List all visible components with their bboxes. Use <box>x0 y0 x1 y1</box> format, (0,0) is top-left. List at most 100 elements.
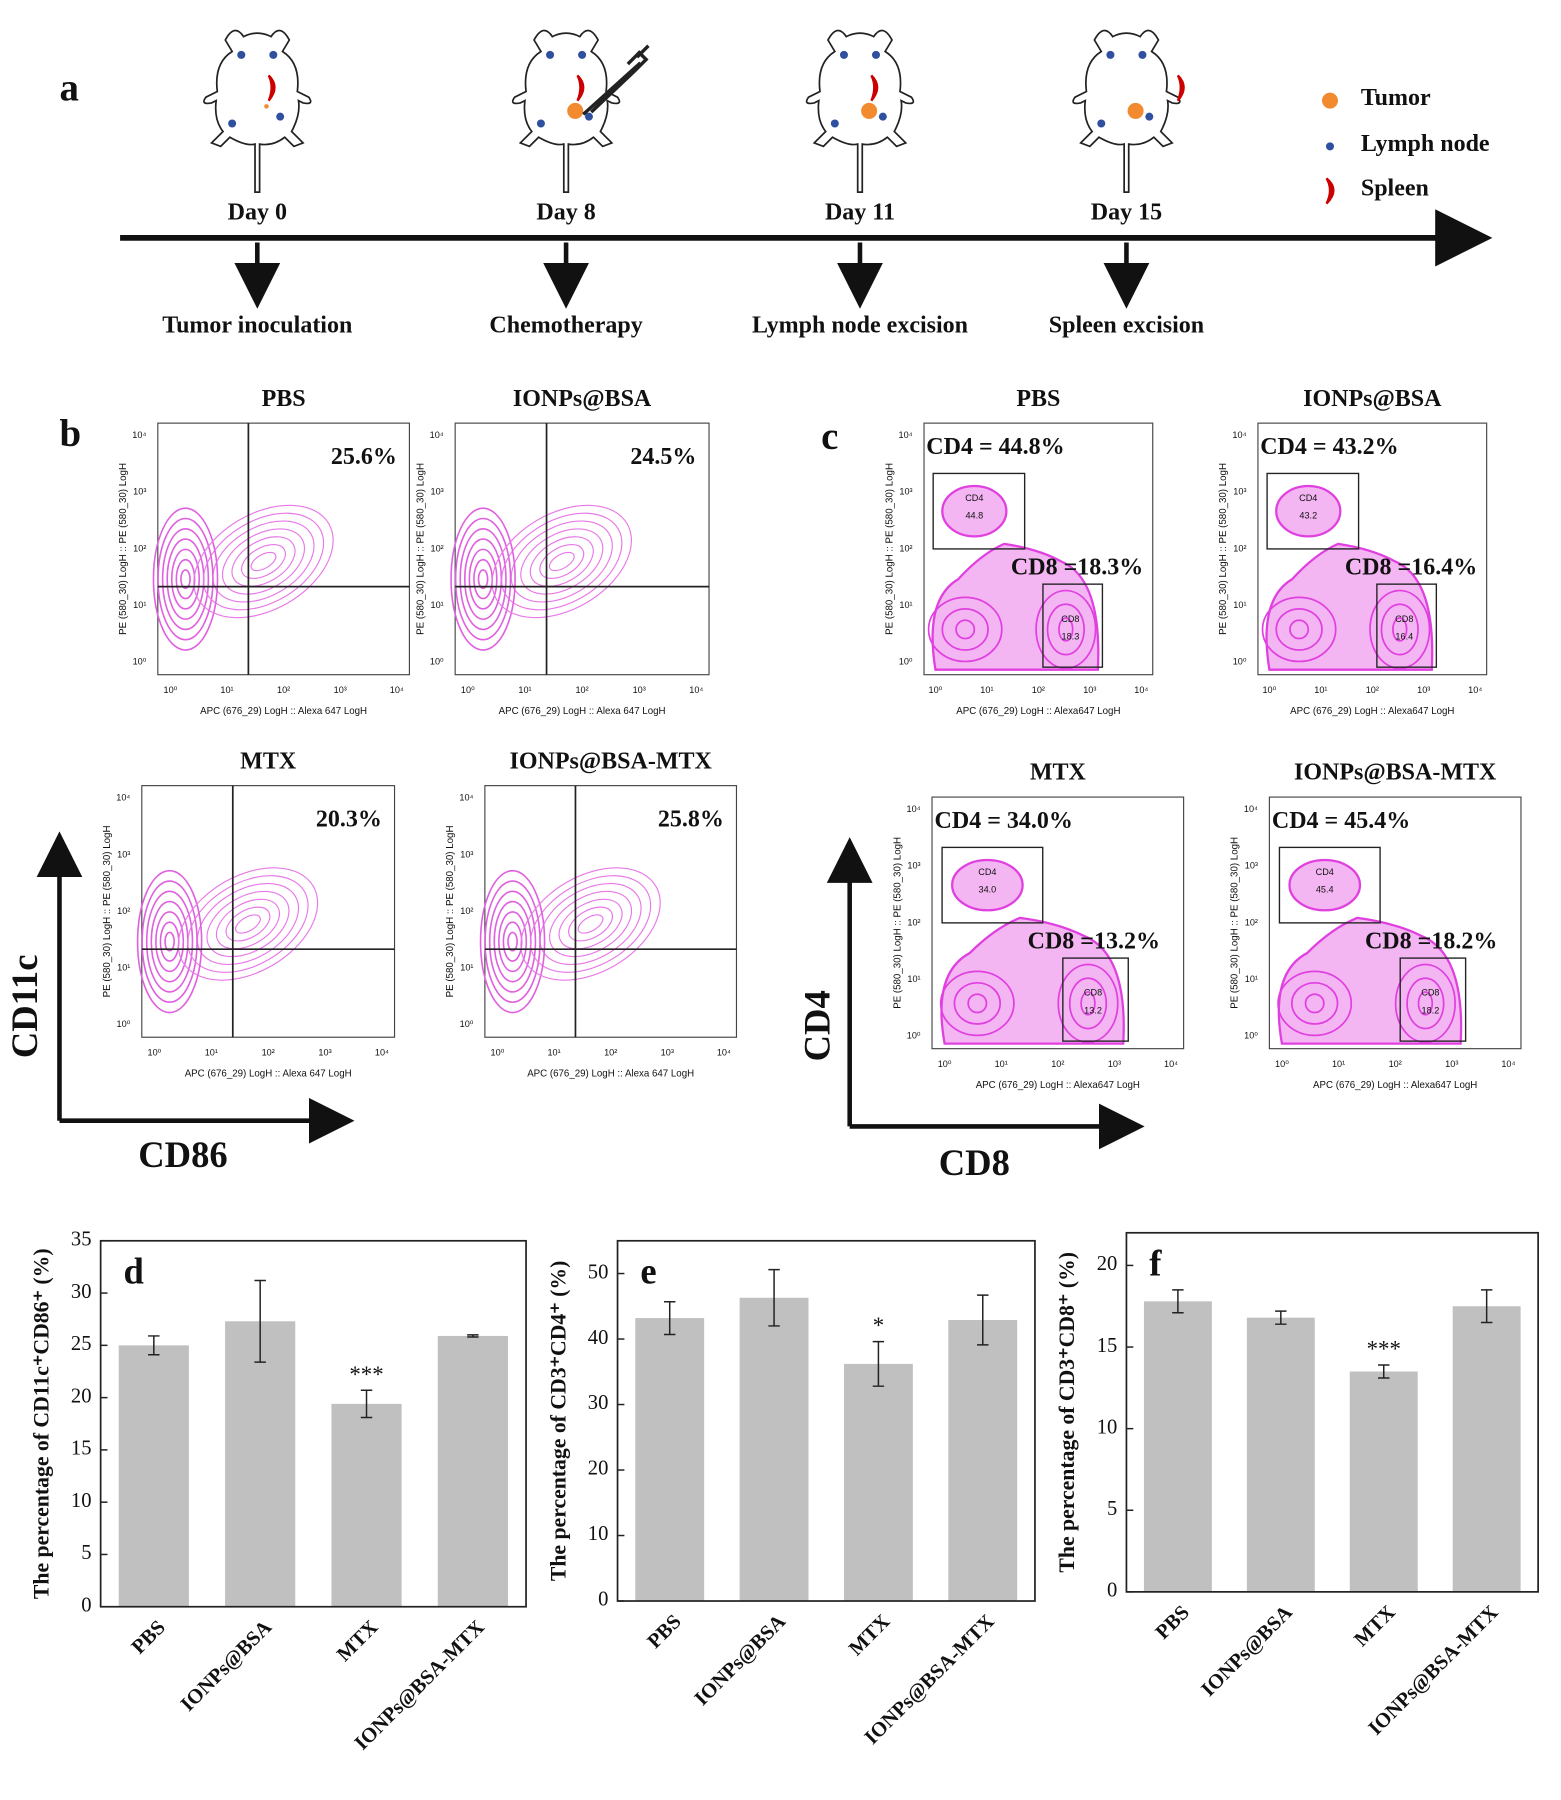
contour <box>1068 977 1108 1030</box>
density-cd4 <box>941 484 1008 538</box>
gate-label: CD4 <box>1299 493 1317 503</box>
x-tick-label: 10¹ <box>995 1059 1008 1069</box>
cd4-percent: CD4 = 45.4% <box>1272 808 1410 834</box>
lymph-node <box>871 50 880 59</box>
contour <box>473 558 494 600</box>
cd8-percent: CD8 =18.2% <box>1365 929 1497 955</box>
x-tick-label: MTX <box>845 1611 895 1661</box>
x-tick-label: 10⁴ <box>1501 1059 1515 1069</box>
contour <box>187 875 309 973</box>
density-cd4 <box>1288 858 1362 912</box>
plot-frame <box>1268 796 1522 1050</box>
contour <box>501 512 623 611</box>
axis-title: CD4 <box>796 990 837 1061</box>
cd8-gate <box>1376 583 1438 668</box>
contour <box>507 931 518 952</box>
contour <box>529 875 652 973</box>
lymph-node <box>878 112 887 121</box>
x-tick-label: 10¹ <box>547 1048 560 1058</box>
quadrant-percent: 25.6% <box>331 444 397 470</box>
mouse-icon <box>511 29 650 193</box>
contour <box>468 548 498 610</box>
contour <box>161 527 210 631</box>
x-tick-label: 10² <box>1389 1059 1402 1069</box>
y-tick-label: 25 <box>71 1333 92 1355</box>
significance: *** <box>1367 1337 1401 1362</box>
plot-frame <box>1125 1231 1539 1593</box>
tumor <box>1127 102 1144 119</box>
x-tick-label: 10³ <box>1417 685 1430 695</box>
bar <box>1452 1306 1521 1592</box>
lymph-node <box>1097 119 1106 128</box>
contour <box>170 548 201 610</box>
plot-frame <box>157 422 410 676</box>
error-bar <box>1172 1289 1184 1314</box>
cd4-percent: CD4 = 44.8% <box>926 434 1064 460</box>
x-tick-label: 10⁰ <box>148 1048 162 1058</box>
bar <box>1143 1301 1212 1592</box>
plot-frame <box>1257 422 1488 676</box>
x-tick-label: IONPs@BSA <box>177 1616 277 1716</box>
panel-letter: e <box>640 1250 656 1291</box>
contour <box>177 867 319 981</box>
contour <box>1290 981 1339 1025</box>
contour <box>180 569 191 590</box>
contour <box>520 867 661 981</box>
axis-title: CD11c <box>4 955 45 1059</box>
y-tick-label: 5 <box>81 1542 91 1564</box>
cd4-gate <box>1266 472 1360 550</box>
gate-label: CD4 <box>965 493 983 503</box>
x-tick-label: 10² <box>1366 685 1379 695</box>
event-label: Chemotherapy <box>489 313 642 339</box>
x-tick-label: MTX <box>1350 1601 1400 1651</box>
contour <box>1057 963 1119 1044</box>
plot-y-label: PE (580_30) LogH :: PE (580_30) LogH <box>415 463 426 635</box>
plot-x-label: APC (676_29) LogH :: Alexa 647 LogH <box>499 706 666 717</box>
y-tick-label: 10¹ <box>1233 600 1246 610</box>
contour <box>498 911 528 973</box>
x-tick-label: 10⁰ <box>1275 1059 1289 1069</box>
error-bar <box>148 1335 160 1356</box>
event-label: Spleen excision <box>1049 313 1204 339</box>
contour <box>493 900 532 983</box>
x-tick-label: 10³ <box>1445 1059 1458 1069</box>
lymph-node <box>269 50 278 59</box>
contour <box>539 882 642 966</box>
bar <box>118 1345 189 1607</box>
y-tick-label: 10⁰ <box>460 1019 474 1029</box>
plot-title: IONPs@BSA <box>513 386 652 412</box>
contour <box>939 970 1015 1037</box>
plot-frame <box>616 1239 1036 1602</box>
mouse-icon <box>805 29 915 193</box>
contour <box>166 538 205 620</box>
contour <box>155 911 185 973</box>
plot-title: MTX <box>240 748 297 774</box>
lymph-node <box>830 119 839 128</box>
x-tick-label: 10⁰ <box>461 685 475 695</box>
lymph-node <box>1106 50 1115 59</box>
lymph-node <box>584 112 593 121</box>
event-label: Lymph node excision <box>752 313 968 339</box>
plot-frame <box>454 422 710 676</box>
error-bar <box>663 1300 676 1336</box>
y-tick-label: 10² <box>460 906 473 916</box>
gate-label: CD4 <box>1316 867 1334 877</box>
contour <box>145 890 194 993</box>
lymph-node <box>276 112 285 121</box>
error-bar <box>977 1294 989 1346</box>
y-tick-label: 0 <box>1107 1580 1117 1602</box>
y-tick-label: 10⁴ <box>907 804 921 814</box>
error-bar <box>1275 1310 1287 1325</box>
contour <box>454 517 512 641</box>
contour <box>477 569 489 590</box>
contour <box>1035 589 1097 670</box>
contour <box>1080 991 1096 1016</box>
x-tick-label: 10¹ <box>518 685 531 695</box>
contour <box>215 898 280 950</box>
contour <box>1304 993 1325 1014</box>
cd4-percent: CD4 = 34.0% <box>935 808 1073 834</box>
contour <box>250 551 277 572</box>
error-bar <box>768 1268 780 1327</box>
contour <box>479 869 546 1014</box>
contour <box>136 869 203 1014</box>
